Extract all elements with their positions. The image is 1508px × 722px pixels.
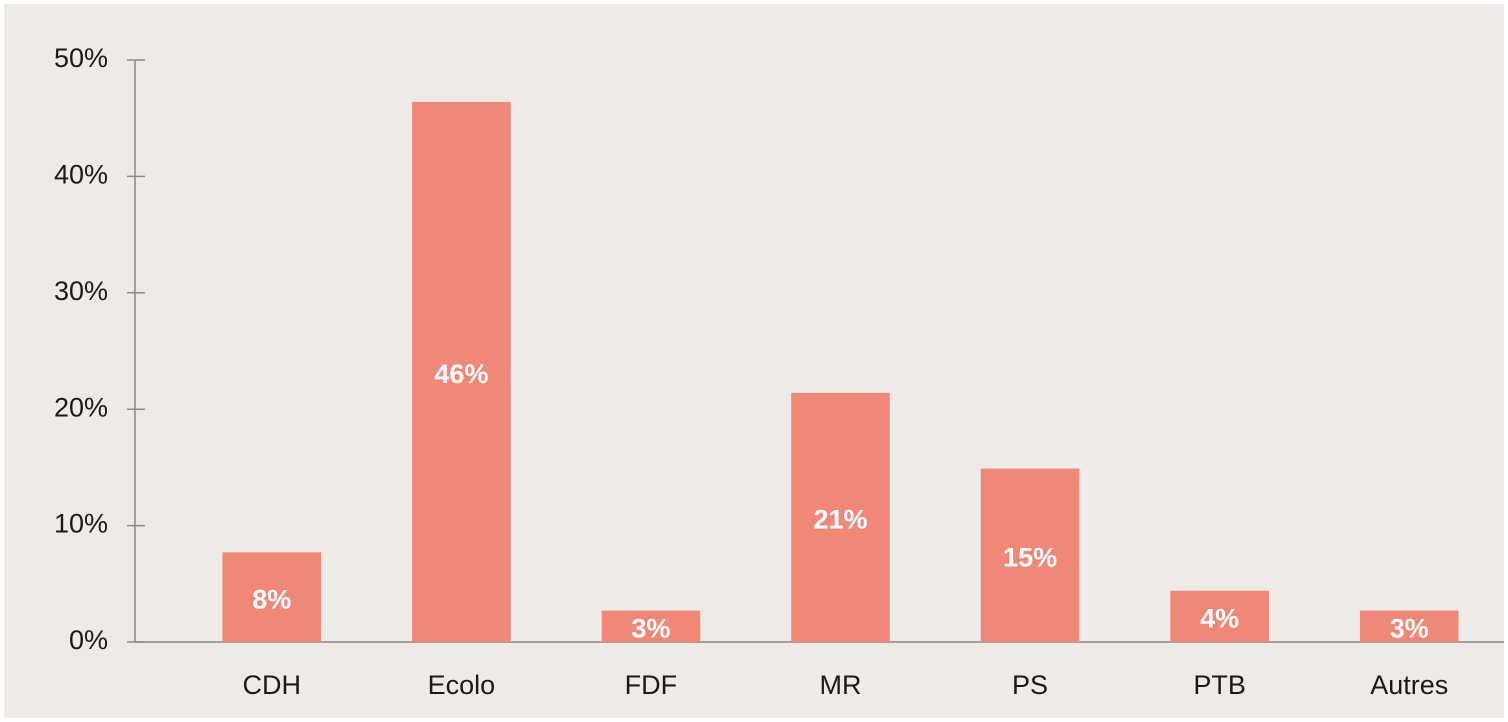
bar <box>222 552 322 642</box>
x-tick-label: PS <box>1012 670 1048 700</box>
value-label: 8% <box>252 584 291 614</box>
y-tick-label: 50% <box>54 43 108 73</box>
value-label: 3% <box>1390 613 1429 643</box>
x-tick-label: Autres <box>1370 670 1448 700</box>
y-tick-label: 20% <box>54 392 108 422</box>
value-label: 15% <box>1003 542 1057 572</box>
bar <box>791 392 890 642</box>
value-label: 4% <box>1200 604 1239 634</box>
x-tick-label: MR <box>820 670 862 700</box>
bar <box>412 101 511 643</box>
x-tick-label: Ecolo <box>428 670 496 700</box>
y-tick-label: 10% <box>54 509 108 539</box>
y-tick-label: 0% <box>69 625 108 655</box>
value-label: 46% <box>434 359 488 389</box>
x-tick-label: CDH <box>243 670 302 700</box>
bar <box>1359 610 1459 642</box>
value-label: 3% <box>631 613 670 643</box>
bar <box>601 610 701 642</box>
y-tick-label: 30% <box>54 276 108 306</box>
value-label: 21% <box>813 505 867 535</box>
x-tick-label: FDF <box>625 670 677 700</box>
bar <box>1170 590 1269 642</box>
x-tick-label: PTB <box>1193 670 1246 700</box>
y-tick-label: 40% <box>54 160 108 190</box>
bar <box>980 468 1080 642</box>
